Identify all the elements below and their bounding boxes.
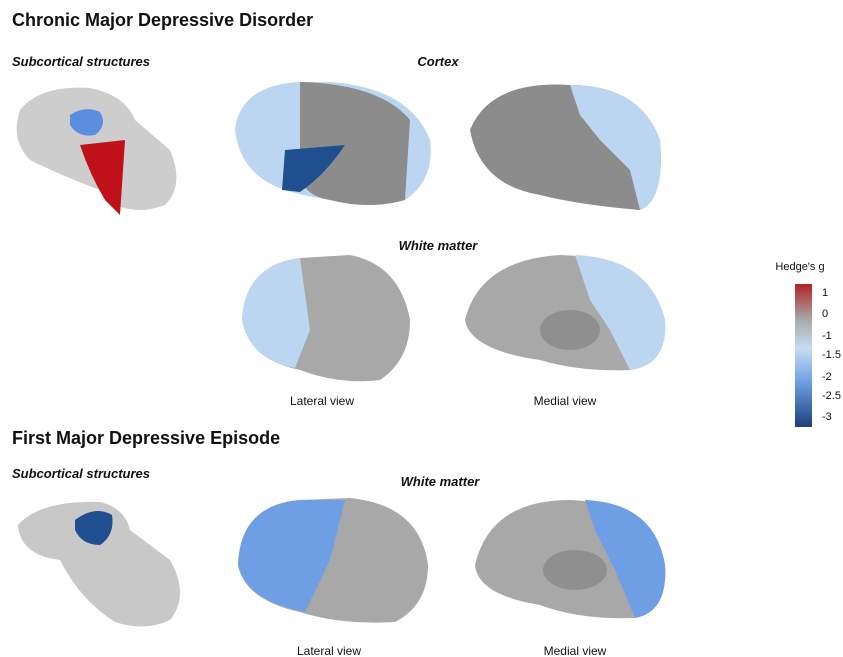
colorbar	[795, 284, 812, 427]
colorbar-tick-label: -2	[822, 371, 832, 383]
cortex-lateral	[235, 82, 431, 205]
colorbar-tick-label: -1.5	[822, 349, 841, 361]
cortex-label: Cortex	[417, 54, 459, 69]
colorbar-tick-label: -2.5	[822, 390, 841, 402]
section-title: Chronic Major Depressive Disorder	[12, 10, 313, 30]
subcortical-label: Subcortical structures	[12, 466, 150, 481]
colorbar-tick-label: -1	[822, 330, 832, 342]
white-matter-medial	[475, 500, 666, 619]
cortex-medial	[470, 84, 661, 210]
white-matter-lateral	[238, 498, 428, 623]
colorbar-tick-label: 1	[822, 287, 828, 299]
colorbar-tick-label: 0	[822, 308, 828, 320]
subcortical-label: Subcortical structures	[12, 54, 150, 69]
subcortical-3d	[18, 501, 180, 627]
view-label: Lateral view	[290, 394, 354, 408]
view-label: Medial view	[544, 644, 607, 657]
section-title: First Major Depressive Episode	[12, 428, 280, 448]
colorbar-tick-label: -3	[822, 411, 832, 423]
colorbar-title: Hedge's g	[775, 261, 824, 273]
view-label: Lateral view	[297, 644, 361, 657]
white-matter-label: White matter	[399, 238, 479, 253]
view-label: Medial view	[534, 394, 597, 408]
colorbar-ticks: 1 0 -1 -1.5 -2 -2.5 -3	[822, 287, 841, 423]
white-matter-lateral	[242, 255, 410, 382]
white-matter-medial	[465, 255, 666, 371]
subcortical-3d	[16, 87, 177, 215]
white-matter-label: White matter	[401, 474, 481, 489]
